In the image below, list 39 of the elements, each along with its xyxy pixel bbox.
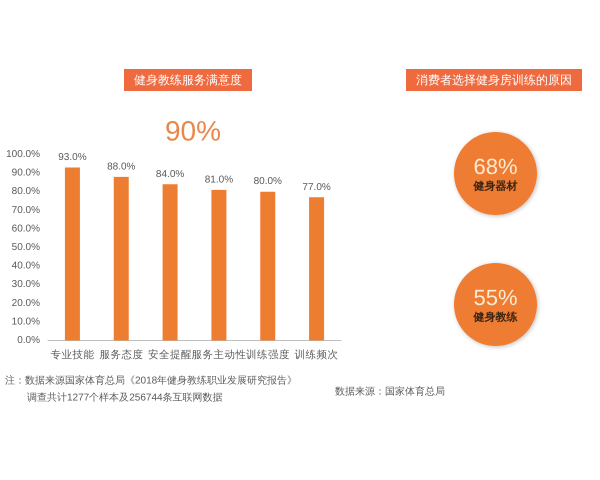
bar xyxy=(260,192,276,340)
bar xyxy=(64,168,80,340)
text: 注：数据来源国家体育总局《2018年健身教练职业发展研究报告》 xyxy=(5,374,298,386)
x-tick-label: 训练频次 xyxy=(294,348,339,361)
category-label: 健身器材 xyxy=(472,180,518,192)
data-label: 77.0% xyxy=(302,182,331,193)
y-tick-label: 10.0% xyxy=(12,316,40,328)
data-label: 84.0% xyxy=(156,168,184,180)
x-tick-label: 专业技能 xyxy=(50,348,94,361)
text: 调查共计1277个样本及256744条互联网数据 xyxy=(27,392,223,404)
y-tick-label: 40.0% xyxy=(12,260,40,272)
x-tick-label: 安全提醒 xyxy=(148,348,192,361)
x-tick-label: 服务主动性 xyxy=(191,348,246,361)
y-tick-label: 100.0% xyxy=(6,149,40,160)
y-tick-label: 0.0% xyxy=(17,335,40,346)
x-tick-label: 训练强度 xyxy=(246,348,290,361)
chart-subtitle: 90% xyxy=(164,116,222,146)
bar xyxy=(309,197,324,340)
y-tick-label: 20.0% xyxy=(12,298,40,309)
data-label: 88.0% xyxy=(107,161,136,172)
source-note: 数据来源：国家体育总局 xyxy=(335,386,445,398)
chart-title: 健身教练服务满意度 xyxy=(134,73,242,87)
x-tick-label: 服务态度 xyxy=(99,348,144,361)
y-tick-label: 70.0% xyxy=(12,204,40,216)
data-label: 81.0% xyxy=(204,174,234,186)
y-tick-label: 80.0% xyxy=(12,186,40,198)
y-tick-label: 60.0% xyxy=(12,223,40,234)
data-label: 80.0% xyxy=(254,176,282,188)
bar xyxy=(114,176,129,340)
bar xyxy=(211,190,226,340)
data-label: 68% xyxy=(473,154,518,179)
y-tick-label: 90.0% xyxy=(12,168,40,179)
y-tick-label: 30.0% xyxy=(12,279,40,290)
category-label: 健身教练 xyxy=(472,310,518,324)
data-label: 55% xyxy=(473,285,518,310)
y-tick-label: 50.0% xyxy=(12,242,40,253)
text: 消费者选择健身房训练的原因 xyxy=(416,73,572,87)
data-label: 93.0% xyxy=(58,152,87,164)
bar xyxy=(162,184,178,340)
